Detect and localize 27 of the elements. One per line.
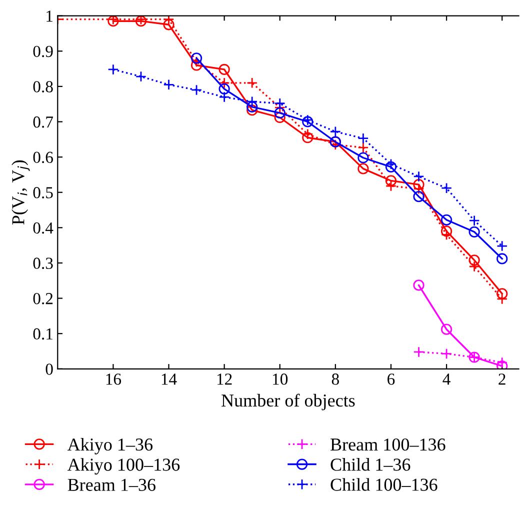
legend-label: Akiyo 1–36 xyxy=(67,438,153,454)
y-tick-label: 0.7 xyxy=(33,116,53,128)
x-tick-label: 14 xyxy=(162,374,177,385)
y-tick-label: 0.6 xyxy=(33,152,53,164)
x-tick-label: 16 xyxy=(106,374,122,385)
y-tick-label: 0.1 xyxy=(33,328,52,340)
y-tick-label: 0.9 xyxy=(33,46,53,58)
legend-label: Child 100–136 xyxy=(330,478,438,491)
x-tick-label: 8 xyxy=(332,374,339,385)
x-axis-title: Number of objects xyxy=(222,394,355,410)
x-tick-label: 10 xyxy=(273,374,288,385)
legend-label: Akiyo 100–136 xyxy=(67,458,180,475)
legend-label: Bream 100–136 xyxy=(330,438,446,451)
x-tick-label: 12 xyxy=(217,374,232,385)
y-tick-label: 0.3 xyxy=(33,258,53,269)
y-tick-label: 0.5 xyxy=(33,187,53,198)
y-tick-label: 0.2 xyxy=(33,292,53,304)
x-tick-label: 2 xyxy=(498,374,506,385)
x-tick-label: 6 xyxy=(388,374,395,385)
y-tick-label: 0.4 xyxy=(33,222,54,234)
y-tick-label: 0.8 xyxy=(33,81,53,92)
y-axis-title: P(V$_{i}$, V$_{j}$) xyxy=(12,160,30,225)
legend-label: Child 1–36 xyxy=(330,458,410,471)
legend-label: Bream 1–36 xyxy=(68,478,156,491)
y-tick-label: 0 xyxy=(46,364,53,375)
y-tick-label: 1 xyxy=(46,10,52,22)
x-tick-label: 4 xyxy=(442,374,450,385)
